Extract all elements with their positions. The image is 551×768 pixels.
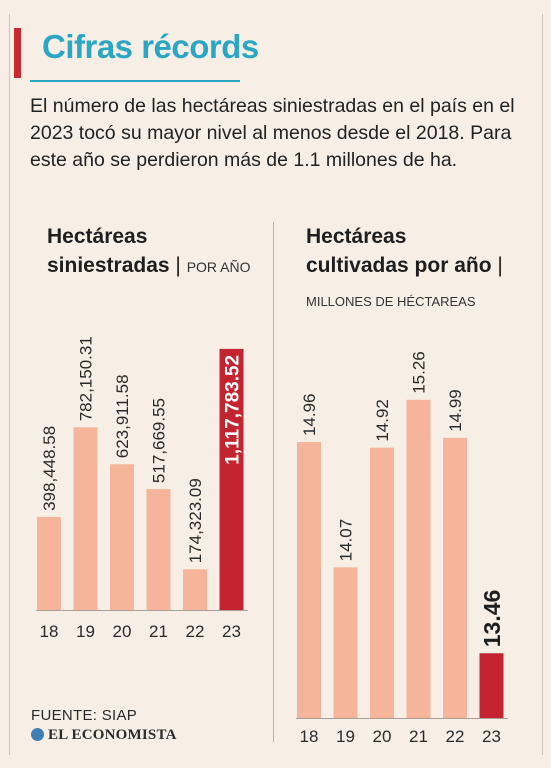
chart1-tick-23: 23 (222, 622, 241, 641)
chart1-title-line2: siniestradas (47, 254, 170, 277)
chart2-bar-20 (370, 447, 394, 718)
chart2-tick-21: 21 (409, 727, 428, 746)
chart1-bar-23 (219, 348, 244, 610)
chart1-bar-21 (146, 489, 171, 610)
chart1-tick-18: 18 (40, 622, 59, 641)
chart1-bar-20 (110, 464, 134, 610)
chart2-tick-19: 19 (336, 727, 355, 746)
chart1-tick-21: 21 (149, 622, 168, 641)
chart2-value-label-20: 14.92 (373, 399, 392, 442)
source-note: FUENTE: SIAP (31, 707, 138, 724)
chart2-tick-23: 23 (482, 727, 501, 746)
brand-mark-icon (31, 728, 44, 741)
chart2-bar-19 (333, 567, 358, 718)
brand-logo: EL ECONOMISTA (31, 727, 177, 744)
chart1-value-label-20: 623,911.58 (113, 374, 132, 458)
chart1-title-line1: Hectáreas (47, 225, 148, 248)
chart2-bar-18 (297, 442, 321, 718)
chart2-title: Hectáreas cultivadas por año | (306, 225, 503, 277)
chart2-tick-20: 20 (373, 727, 392, 746)
chart1-bar-22 (183, 569, 207, 610)
intro-text: El número de las hectáreas siniestradas … (30, 95, 515, 171)
infographic-frame (9, 14, 543, 755)
chart1-value-label-18: 398,448.58 (40, 426, 59, 511)
chart1-bar-18 (37, 516, 61, 610)
brand-name: EL ECONOMISTA (48, 727, 177, 743)
chart1-tick-22: 22 (186, 622, 205, 641)
chart1-unit: POR AÑO (186, 259, 251, 275)
title-accent-bar (14, 28, 21, 78)
chart1-value-label-23: 1,117,783.52 (222, 355, 243, 465)
chart1-value-label-21: 517,669.55 (150, 398, 169, 483)
chart-divider (273, 222, 274, 742)
chart2-value-label-22: 14.99 (446, 389, 465, 432)
chart1-bar-19 (73, 427, 98, 610)
chart2-bar-23 (479, 653, 504, 718)
chart1-tick-19: 19 (76, 622, 95, 641)
chart1-title: Hectáreas siniestradas | POR AÑO (47, 225, 251, 277)
chart1-value-label-19: 782,150.31 (77, 336, 96, 421)
chart2-title-line1: Hectáreas (306, 225, 407, 248)
chart1-value-label-22: 174,323.09 (186, 478, 205, 563)
chart1-tick-20: 20 (113, 622, 132, 641)
chart2-value-label-23: 13.46 (479, 590, 505, 648)
chart2-tick-22: 22 (446, 727, 465, 746)
chart2-unit: MILLONES DE HÉCTAREAS (306, 294, 476, 309)
chart2-value-label-19: 14.07 (337, 519, 356, 562)
chart2-value-label-18: 14.96 (300, 393, 319, 436)
title-underline (30, 80, 240, 82)
chart2-bar-22 (443, 437, 467, 718)
page-title: Cifras récords (42, 28, 259, 65)
chart2-bar-21 (406, 399, 431, 718)
chart2-title-line2: cultivadas por año (306, 254, 492, 277)
chart2-tick-18: 18 (300, 727, 319, 746)
chart2-value-label-21: 15.26 (410, 351, 429, 394)
